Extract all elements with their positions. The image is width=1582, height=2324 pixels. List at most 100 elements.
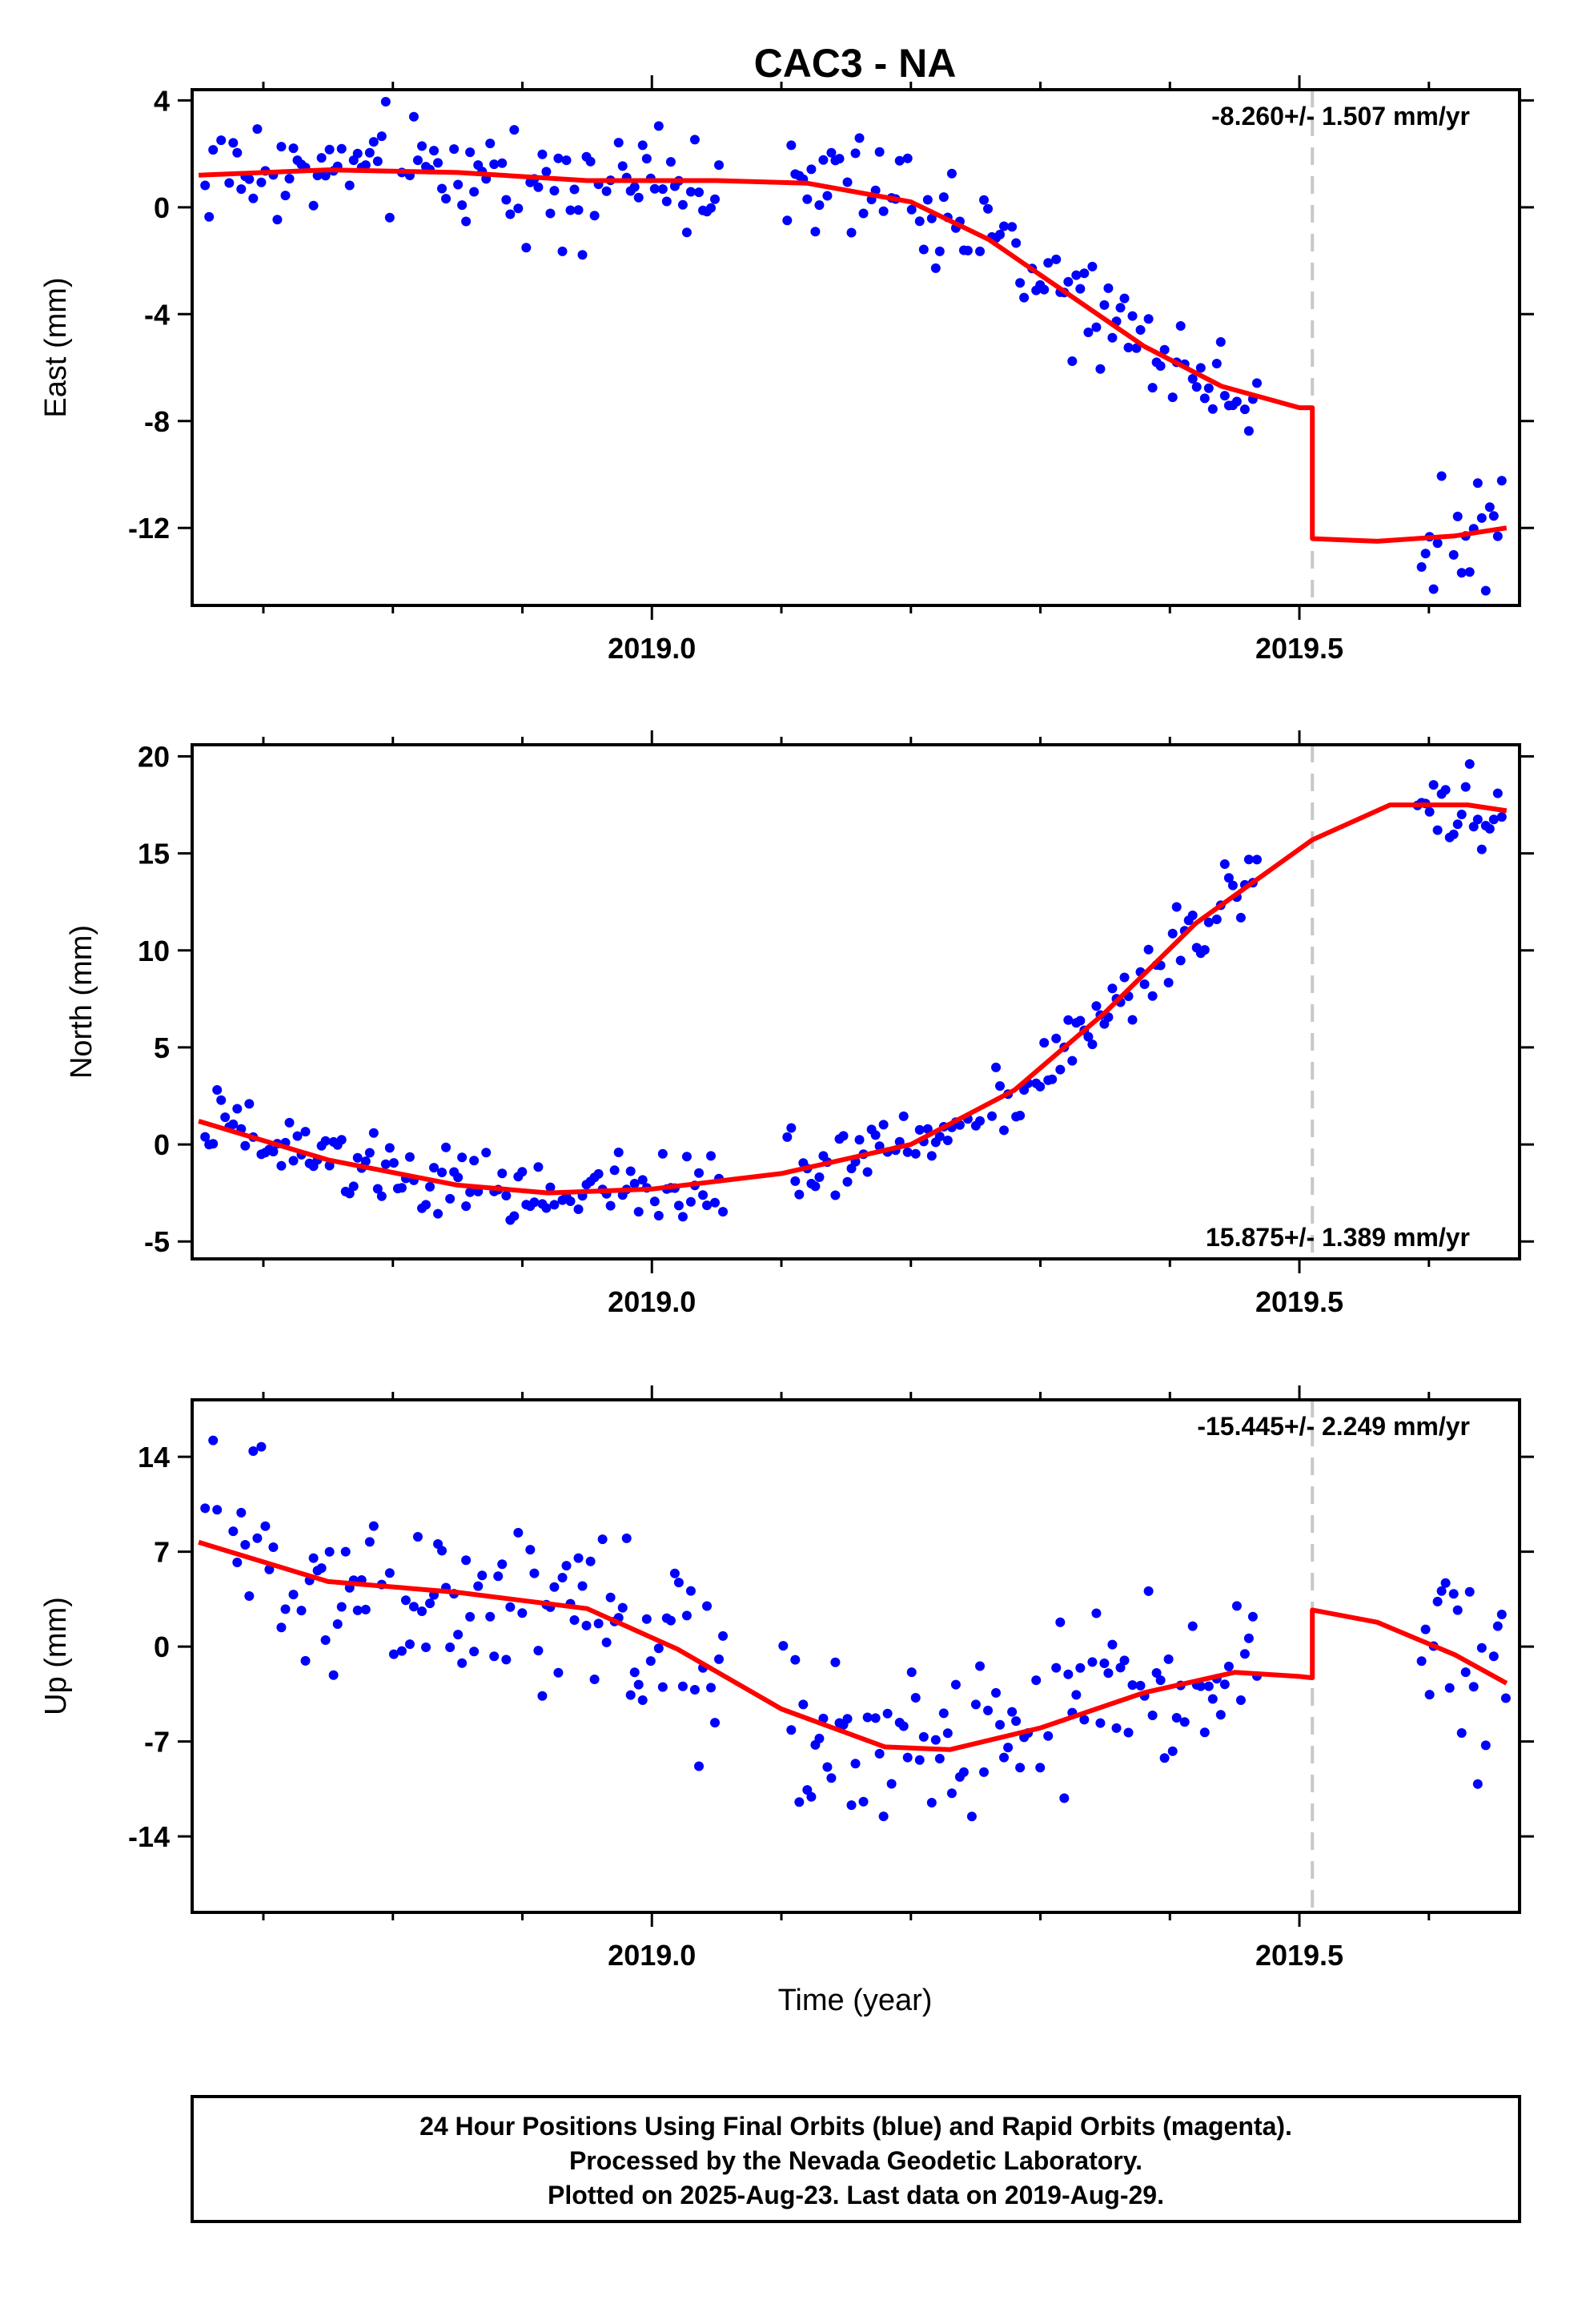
data-point [1051,1033,1062,1043]
data-point [593,1168,604,1179]
data-point [653,121,664,131]
data-point [605,1592,616,1602]
data-point [368,1128,379,1138]
data-point [1079,1715,1090,1725]
data-point [300,1655,311,1666]
data-point [1071,1690,1082,1700]
data-point [706,1151,716,1161]
data-point [1135,1680,1146,1691]
data-point [902,153,913,163]
data-point [1492,1621,1503,1631]
data-point [930,1735,941,1745]
data-point [706,1683,716,1693]
data-point [232,147,243,158]
x-tick-label: 2019.0 [608,632,696,665]
data-point [938,192,949,203]
data-point [513,203,524,214]
data-point [782,215,793,226]
y-tick-label: 14 [138,1441,170,1474]
data-point [894,155,905,166]
data-point [1492,531,1503,541]
data-point [589,211,600,221]
data-point [645,1656,656,1667]
data-point [1492,788,1503,798]
data-point [1199,393,1210,404]
data-point [1103,1668,1114,1679]
data-point [388,1649,399,1659]
data-point [878,206,889,216]
data-point [1167,928,1178,939]
data-point [1424,1690,1435,1700]
data-point [489,1651,500,1662]
data-point [236,1507,247,1518]
data-point [228,1119,239,1129]
model-fit-line [198,1539,1508,1752]
y-tick-label: 15 [138,838,170,870]
data-point [1484,502,1495,513]
data-point [1472,814,1483,825]
data-point [1087,261,1098,271]
data-point [1235,1695,1246,1705]
data-point [320,1635,331,1645]
data-point [396,1183,407,1193]
data-point [1472,478,1483,489]
data-point [316,153,327,163]
data-point [629,1667,640,1678]
data-point [465,1187,476,1197]
data-point [826,1773,837,1783]
data-point [1436,1586,1447,1596]
panel-east: 4 0 -4 -8 -12 2019.0 2019.5 East (mm) -8.260+/- … [39,75,1534,665]
data-point [396,1646,407,1656]
data-point [417,1606,427,1616]
data-point [926,213,937,223]
data-point [384,1143,395,1153]
data-point [874,1748,885,1759]
data-point [1488,814,1499,825]
data-point [1215,337,1226,347]
data-point [1444,1683,1455,1693]
data-point [312,171,323,181]
data-point [573,1204,584,1214]
data-point [344,1188,355,1199]
data-point [1247,1611,1258,1622]
data-point [633,192,644,203]
data-point [1075,1015,1086,1026]
data-point [794,1189,805,1200]
data-point [677,199,688,210]
data-point [1159,1753,1170,1763]
data-point [216,135,227,146]
data-point [360,1156,371,1167]
data-point [1035,1763,1046,1773]
data-point [1103,283,1114,293]
data-point [714,1654,724,1664]
data-point [485,139,496,149]
data-point [942,1136,953,1145]
data-point [276,1622,287,1633]
data-point [593,1618,604,1629]
data-point [1155,1675,1166,1686]
data-point [1416,1656,1427,1667]
panel-frame [191,1398,1521,1914]
data-point [1127,1680,1138,1691]
data-point [862,1167,873,1177]
data-point [653,1643,664,1654]
data-point [1436,471,1447,481]
data-point [1243,426,1254,436]
velocity-rate-label: -15.445+/- 2.249 mm/yr [1197,1412,1470,1441]
data-point [862,1712,873,1723]
data-point [388,1158,399,1168]
data-point [429,146,439,156]
data-point [248,193,259,203]
data-point [1043,258,1054,268]
y-tick-label: -12 [128,512,170,545]
data-point [685,1196,696,1207]
data-point [1428,780,1439,790]
data-point [689,1685,700,1695]
data-point [425,1181,435,1192]
data-point [585,156,596,167]
data-point [838,1131,849,1141]
data-point [1464,1586,1475,1597]
data-point [657,1682,668,1692]
x-axis-label: Time (year) [778,1984,933,2017]
data-point [1115,303,1126,313]
